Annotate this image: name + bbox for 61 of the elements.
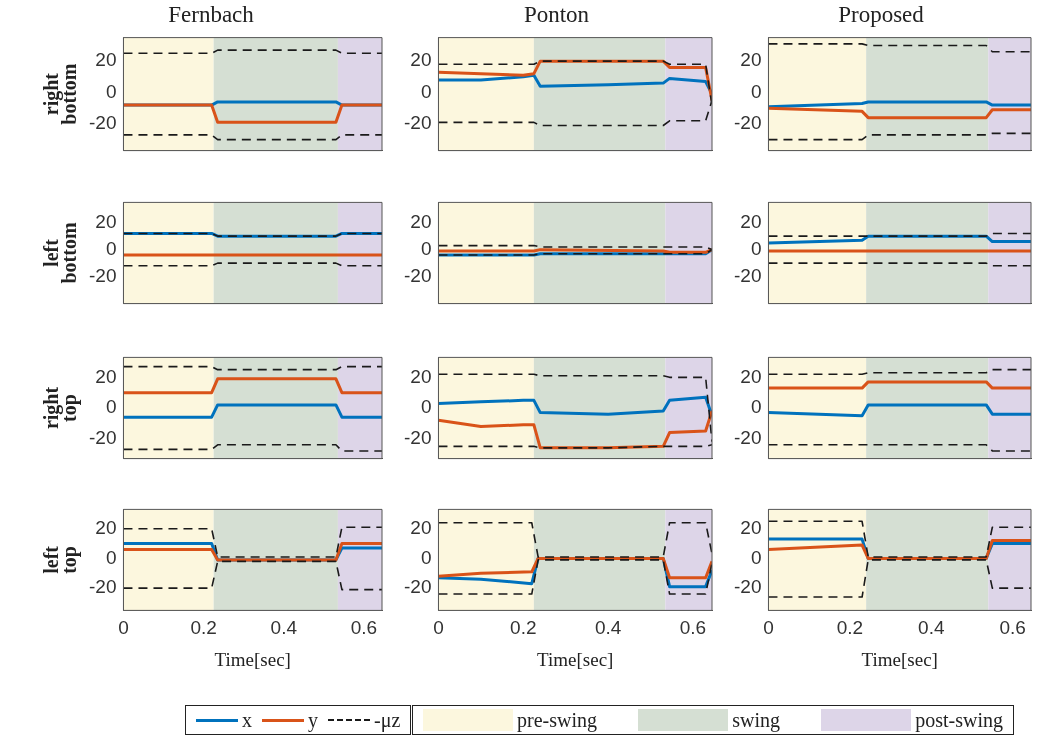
x-tick-label: 0.2 [190, 617, 217, 639]
y-axis-title: left top [40, 545, 82, 574]
y-tick-label: -20 [733, 426, 762, 448]
y-tick-label: -20 [403, 426, 432, 448]
y-tick-label: 0 [750, 396, 762, 418]
y-axis-title: right top [40, 386, 82, 430]
y-tick-label: -20 [88, 112, 117, 134]
y-tick-label: 20 [740, 210, 762, 232]
y-tick-label: 0 [105, 80, 117, 102]
x-axis-title: Time[sec] [214, 648, 291, 670]
y-tick-label: 20 [410, 516, 432, 538]
y-tick-label: 20 [740, 516, 762, 538]
y-tick-label: 20 [410, 49, 432, 71]
chart-title: Ponton [523, 1, 590, 27]
y-tick-label: 0 [750, 237, 762, 259]
y-axis-title: right bottom [40, 63, 81, 125]
y-tick-label: -20 [88, 426, 117, 448]
x-tick-label: 0.6 [350, 617, 378, 639]
y-tick-label: -20 [733, 112, 762, 134]
y-tick-label: -20 [733, 264, 762, 286]
y-tick-label: 0 [105, 396, 117, 418]
y-tick-label: 0 [750, 80, 762, 102]
y-tick-label: 20 [740, 365, 762, 387]
y-tick-label: 0 [750, 546, 762, 568]
x-tick-label: 0.2 [836, 617, 864, 639]
x-tick-label: 0.4 [594, 617, 622, 639]
y-tick-label: 20 [95, 49, 117, 71]
y-tick-label: 0 [420, 546, 432, 568]
y-tick-label: 20 [740, 49, 762, 71]
y-tick-label: 0 [105, 546, 117, 568]
x-tick-label: 0.4 [270, 617, 298, 639]
x-tick-label: 0.4 [918, 617, 945, 639]
x-tick-label: 0.6 [679, 617, 707, 639]
y-tick-label: 20 [95, 365, 117, 387]
x-tick-label: 0.6 [999, 617, 1026, 639]
legend-label: y [308, 708, 318, 732]
x-tick-label: 0.2 [510, 617, 537, 639]
y-tick-label: 0 [420, 237, 432, 259]
chart-title: Proposed [838, 1, 925, 27]
x-axis-title: Time[sec] [537, 648, 614, 670]
y-axis-title: left bottom [40, 222, 81, 284]
y-tick-label: -20 [88, 576, 117, 598]
y-tick-label: 0 [105, 237, 117, 259]
y-tick-label: 20 [95, 210, 117, 232]
chart-title: Fernbach [168, 1, 255, 27]
y-tick-label: 0 [420, 80, 432, 102]
y-tick-label: -20 [403, 112, 432, 134]
y-tick-label: 20 [95, 516, 117, 538]
legend-label: swing [732, 708, 780, 732]
x-axis-title: Time[sec] [861, 648, 938, 670]
y-tick-label: -20 [88, 264, 117, 286]
legend-label: x [242, 708, 252, 732]
y-tick-label: -20 [733, 576, 762, 598]
y-tick-label: -20 [403, 576, 432, 598]
y-tick-label: 0 [420, 396, 432, 418]
legend-label: post-swing [915, 708, 1003, 732]
y-tick-label: 20 [410, 365, 432, 387]
y-tick-label: 20 [410, 210, 432, 232]
y-tick-label: -20 [403, 264, 432, 286]
legend-label: pre-swing [517, 708, 597, 732]
legend-label: -μz [374, 708, 401, 732]
